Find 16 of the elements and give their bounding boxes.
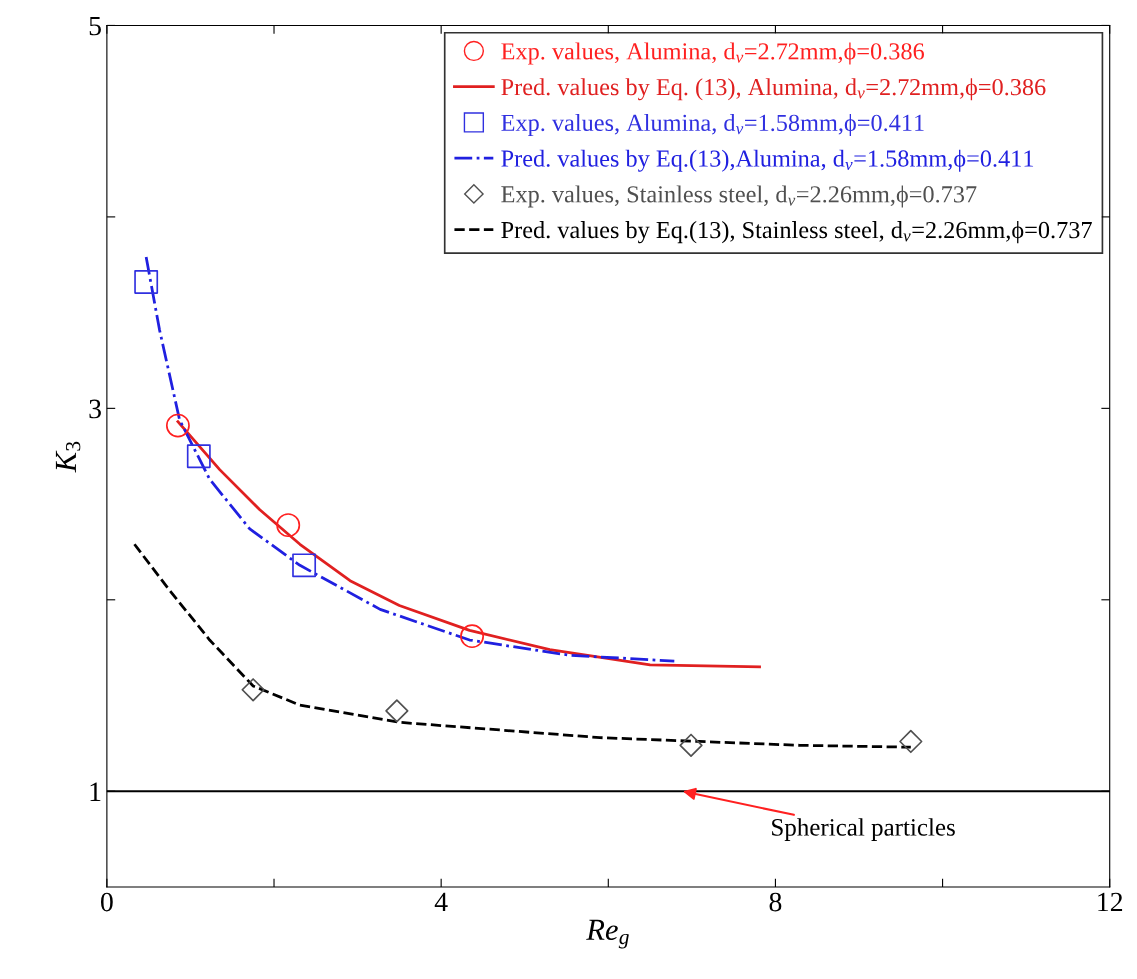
- y-tick-label: 1: [90, 782, 101, 801]
- legend-label: Exp. values, Alumina, d$_{v}$=2.72mm,ϕ=0.386: [501, 42, 924, 65]
- legend-label: Exp. values, Stainless steel, d$_{v}$=2.26mm,ϕ=0.737: [501, 185, 977, 208]
- legend-label: Exp. values, Alumina, d$_{v}$=1.58mm,ϕ=0.411: [501, 113, 924, 136]
- y-tick-label: 3: [89, 399, 101, 419]
- x-axis-title: Re$_{g}$: [586, 919, 629, 949]
- x-tick-label: 8: [769, 892, 782, 912]
- y-axis-title: K$_{3}$: [55, 441, 81, 473]
- legend-label: Pred. values by Eq.(13), Stainless steel, d$_{v}$=2.26mm,ϕ=0.737: [501, 221, 1092, 244]
- x-tick-label: 12: [1098, 892, 1123, 912]
- x-tick-label: 4: [434, 892, 448, 912]
- annotation: Spherical particles: [772, 818, 955, 841]
- y-tick-label: 5: [89, 16, 101, 36]
- legend-label: Pred. values by Eq. (13), Alumina, d$_{v}$=2.72mm,ϕ=0.386: [501, 78, 1046, 101]
- legend-label: Pred. values by Eq.(13),Alumina, d$_{v}$=1.58mm,ϕ=0.411: [501, 149, 1034, 172]
- x-tick-label: 0: [100, 892, 113, 912]
